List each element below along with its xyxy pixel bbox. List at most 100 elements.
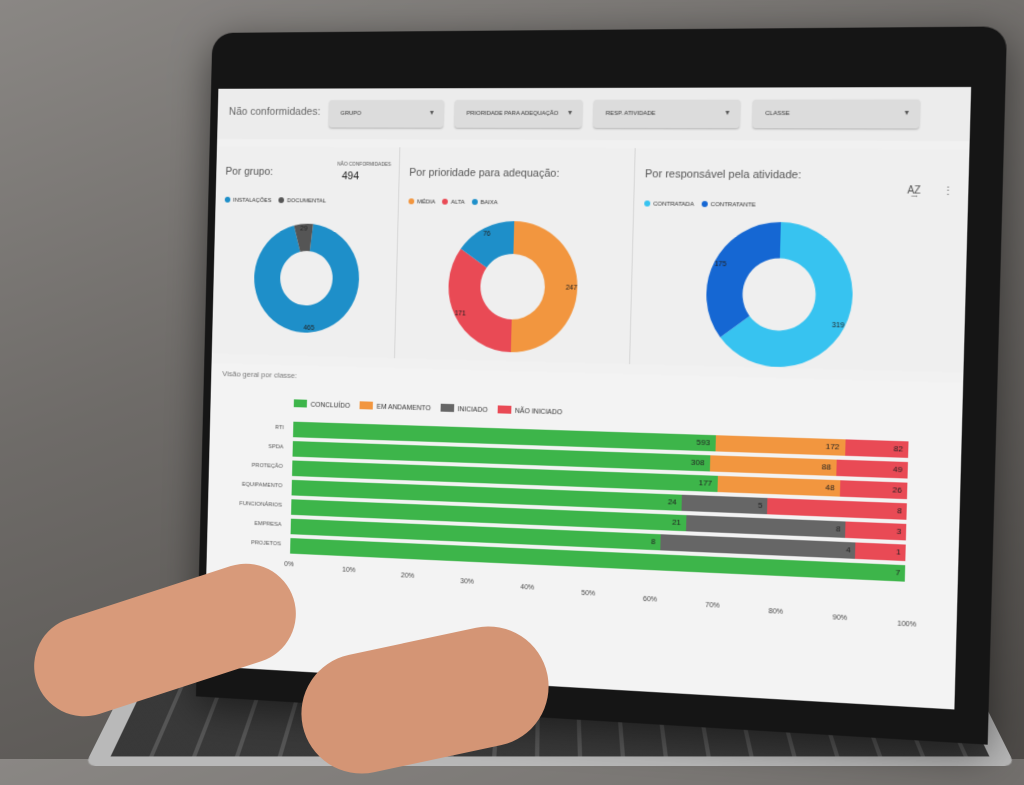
filter-bar: Não conformidades: Grupo ▾ Prioridade pa… (217, 87, 971, 141)
legend-label: NÃO INICIADO (515, 408, 562, 416)
legend-dot (442, 199, 448, 205)
bar-section: Visão geral por classe: CONCLUÍDO EM ANDA… (204, 363, 963, 709)
legend-dot (225, 197, 231, 203)
bar-segment[interactable] (718, 476, 840, 497)
category-label: SPDA (219, 442, 284, 450)
x-tick-label: 60% (643, 596, 657, 604)
x-tick-label: 20% (401, 572, 415, 580)
donut-slice[interactable] (447, 249, 514, 353)
legend-label: CONTRATANTE (710, 202, 755, 209)
bar-value-label: 82 (893, 444, 903, 454)
legend-swatch (360, 401, 373, 409)
more-vert-icon[interactable]: ⋮ (943, 185, 954, 196)
category-label: PROJETOS (216, 539, 281, 548)
category-label: EQUIPAMENTO (218, 481, 283, 489)
bar-segment[interactable] (767, 498, 907, 520)
legend-label: ALTA (451, 200, 464, 206)
category-label: FUNCIONÁRIOS (217, 500, 282, 508)
slice-value-label: 247 (566, 285, 578, 292)
panel-toolbar: A͢Z ⋮ (907, 185, 953, 197)
panel-por-responsavel: Por responsável pela atividade: A͢Z ⋮ CO… (630, 148, 970, 372)
bar-value-label: 593 (696, 438, 710, 448)
chevron-down-icon: ▾ (430, 108, 434, 117)
legend-dot (279, 197, 285, 203)
legend-swatch (497, 405, 511, 413)
filter-classe[interactable]: Classe ▾ (753, 100, 920, 129)
x-tick-label: 80% (768, 608, 783, 616)
legend-dot (472, 199, 478, 205)
bar-value-label: 8 (897, 506, 902, 515)
donut-legend: MÉDIA ALTA BAIXA (408, 198, 497, 206)
donut-chart-prioridade: 247 171 76 (443, 216, 583, 357)
chevron-down-icon: ▾ (568, 108, 572, 117)
panel-title: Por responsável pela atividade: (645, 168, 801, 181)
legend-label: DOCUMENTAL (287, 198, 326, 204)
slice-value-label: 465 (303, 324, 314, 331)
bar-segment[interactable] (682, 495, 768, 515)
bar-value-label: 5 (758, 501, 763, 510)
slice-value-label: 175 (714, 261, 726, 268)
x-tick-label: 40% (520, 584, 534, 592)
legend-label: CONCLUÍDO (311, 402, 351, 410)
legend-label: INSTALAÇÕES (233, 198, 272, 204)
bar-value-label: 8 (836, 524, 841, 533)
bar-value-label: 308 (691, 458, 705, 468)
panel-title: Por grupo: (225, 166, 273, 178)
bar-value-label: 26 (892, 485, 902, 495)
x-tick-label: 30% (460, 578, 474, 586)
donut-chart-responsavel: 319 175 (700, 217, 858, 373)
bar-value-label: 4 (846, 545, 851, 554)
bar-value-label: 3 (896, 527, 901, 536)
filter-label: Resp. atividade (606, 111, 656, 117)
legend-label: BAIXA (480, 200, 497, 206)
slice-value-label: 76 (483, 230, 491, 237)
bar-value-label: 49 (893, 465, 903, 475)
legend-label: CONTRATADA (653, 202, 694, 208)
panel-por-prioridade: Por prioridade para adequação: MÉDIA ALT… (395, 147, 636, 364)
bar-value-label: 88 (822, 462, 831, 472)
x-tick-label: 10% (342, 567, 355, 574)
legend-dot (408, 198, 414, 204)
bar-value-label: 7 (895, 568, 900, 577)
filter-label: Prioridade para adequação (466, 111, 558, 117)
bar-segment[interactable] (710, 455, 836, 476)
legend-dot (701, 201, 707, 207)
chevron-down-icon: ▾ (725, 108, 729, 117)
bar-value-label: 177 (699, 478, 713, 488)
legend-dot (644, 200, 650, 206)
section-title: Visão geral por classe: (222, 369, 297, 380)
bar-value-label: 24 (668, 497, 677, 506)
bar-value-label: 172 (825, 442, 839, 452)
legend-label: MÉDIA (417, 199, 435, 205)
slice-value-label: 171 (454, 310, 466, 317)
bar-legend: CONCLUÍDO EM ANDAMENTO INICIADO NÃO INICIAD… (294, 399, 563, 416)
panel-por-grupo: Por grupo: NÃO CONFORMIDADES 494 INSTALA… (212, 147, 401, 359)
x-tick-label: 100% (897, 621, 916, 629)
filter-prioridade[interactable]: Prioridade para adequação ▾ (455, 100, 583, 128)
page-title: Não conformidades: (229, 106, 321, 118)
filter-responsavel[interactable]: Resp. atividade ▾ (593, 100, 740, 128)
legend-swatch (294, 399, 307, 407)
filter-label: Grupo (340, 111, 361, 117)
dashboard-screen: Não conformidades: Grupo ▾ Prioridade pa… (204, 87, 971, 710)
x-tick-label: 70% (705, 602, 719, 610)
legend-label: INICIADO (458, 406, 488, 414)
bar-value-label: 1 (896, 547, 901, 556)
category-label: PROTEÇÃO (218, 462, 283, 470)
filter-grupo[interactable]: Grupo ▾ (329, 100, 444, 128)
donut-legend: CONTRATADA CONTRATANTE (644, 200, 756, 208)
x-tick-label: 50% (581, 590, 595, 598)
bar-segment[interactable] (686, 515, 845, 538)
bar-value-label: 48 (825, 483, 835, 493)
chevron-down-icon: ▾ (905, 108, 909, 117)
sort-az-icon[interactable]: A͢Z (907, 185, 921, 196)
category-label: RTI (219, 423, 284, 431)
category-label: EMPRESA (217, 519, 282, 528)
slice-value-label: 319 (832, 321, 845, 329)
legend-swatch (440, 404, 454, 412)
kpi-label: NÃO CONFORMIDADES (337, 162, 391, 168)
legend-label: EM ANDAMENTO (377, 404, 431, 413)
donut-chart-grupo: 465 29 (249, 214, 364, 342)
bar-value-label: 21 (672, 518, 681, 527)
kpi-value: 494 (342, 170, 360, 182)
